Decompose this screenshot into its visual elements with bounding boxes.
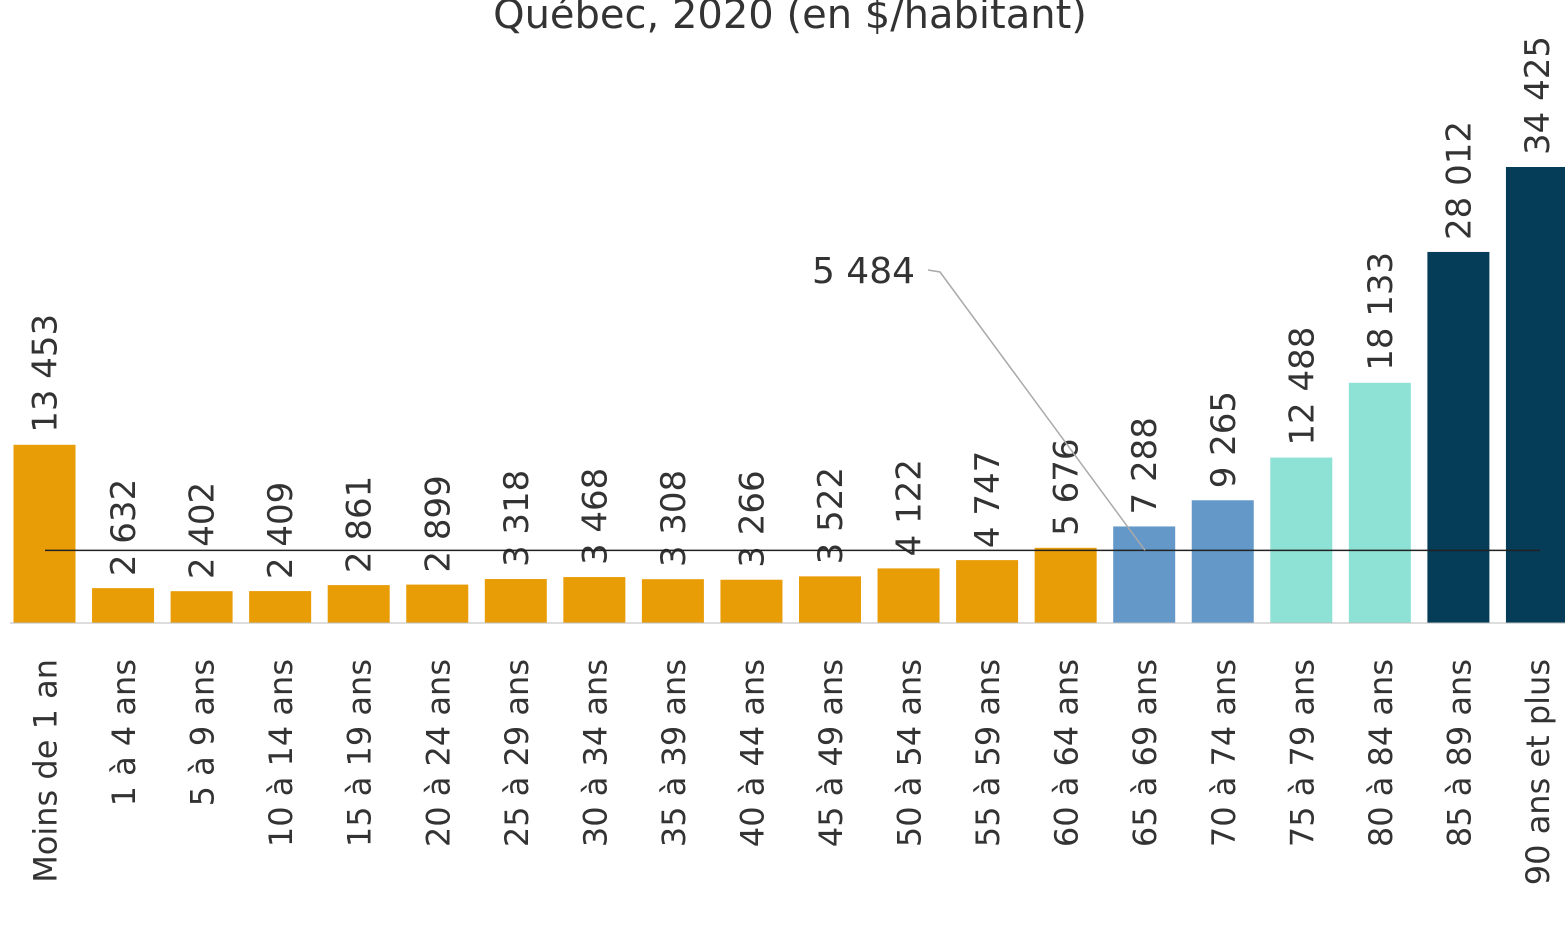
value-label: 9 265 (1204, 391, 1244, 488)
x-tick-label: 90 ans et plus (1519, 659, 1557, 885)
value-label: 12 488 (1282, 327, 1322, 446)
value-label: 18 133 (1361, 252, 1401, 371)
x-tick-label: 70 à 74 ans (1205, 659, 1243, 847)
x-tick-label: Moins de 1 an (27, 659, 65, 883)
x-tick-label: 20 à 24 ans (419, 659, 457, 847)
value-label: 2 861 (340, 476, 380, 573)
x-tick-label: 80 à 84 ans (1362, 659, 1400, 847)
x-tick-label: 30 à 34 ans (576, 659, 614, 847)
bar (1505, 167, 1565, 623)
bar (13, 444, 76, 623)
x-tick-label: 40 à 44 ans (733, 659, 771, 847)
value-label: 3 468 (575, 468, 615, 565)
value-label: 3 522 (811, 467, 851, 564)
value-label: 2 899 (418, 475, 458, 572)
value-label: 3 308 (654, 470, 694, 567)
x-tick-label: 10 à 14 ans (262, 659, 300, 847)
value-label: 2 402 (183, 482, 223, 579)
value-label: 7 288 (1125, 417, 1165, 514)
bar (956, 560, 1019, 623)
x-tick-label: 45 à 49 ans (812, 659, 850, 847)
bar (1034, 547, 1097, 623)
value-label: 2 409 (261, 482, 301, 579)
chart-title: Québec, 2020 (en $/habitant) (493, 0, 1087, 38)
x-tick-label: 15 à 19 ans (341, 659, 379, 847)
bar (327, 585, 390, 623)
value-label: 4 747 (968, 451, 1008, 548)
bar (406, 584, 469, 623)
bar (563, 577, 626, 623)
value-label: 13 453 (26, 314, 66, 433)
bar (877, 568, 940, 623)
value-label: 3 318 (497, 470, 537, 567)
x-tick-label: 75 à 79 ans (1283, 659, 1321, 847)
bar (1348, 382, 1411, 623)
bar (484, 579, 547, 623)
x-tick-label: 5 à 9 ans (184, 659, 222, 806)
bar (1427, 251, 1490, 623)
bar (720, 579, 783, 623)
x-tick-label: 55 à 59 ans (969, 659, 1007, 847)
value-label: 34 425 (1518, 36, 1558, 155)
x-tick-label: 1 à 4 ans (105, 659, 143, 806)
bar (249, 591, 312, 623)
x-tick-label: 25 à 29 ans (498, 659, 536, 847)
x-tick-label: 65 à 69 ans (1126, 659, 1164, 847)
value-label: 5 676 (1047, 438, 1087, 535)
bar (1270, 457, 1333, 623)
bar (170, 591, 233, 623)
x-tick-label: 85 à 89 ans (1440, 659, 1478, 847)
value-label: 28 012 (1439, 121, 1479, 240)
bar (641, 579, 704, 623)
x-tick-label: 60 à 64 ans (1048, 659, 1086, 847)
x-tick-label: 50 à 54 ans (891, 659, 929, 847)
annotation-leader (927, 269, 1146, 551)
bar (799, 576, 861, 623)
x-tick-label: 35 à 39 ans (655, 659, 693, 847)
bar (1113, 526, 1176, 623)
annotation-label: 5 484 (812, 251, 915, 292)
value-label: 4 122 (890, 459, 930, 556)
bar (92, 588, 155, 623)
bar (1191, 500, 1254, 623)
value-label: 3 266 (732, 470, 772, 567)
value-label: 2 632 (104, 479, 144, 576)
